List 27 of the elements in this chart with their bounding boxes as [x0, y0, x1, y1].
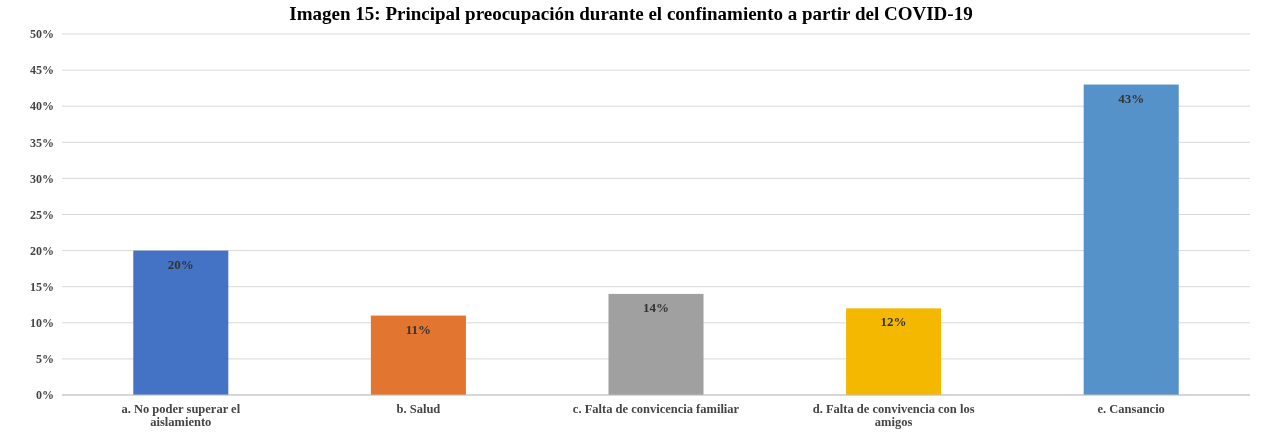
data-label: 14%: [643, 299, 669, 315]
y-tick-label: 35%: [30, 135, 54, 150]
y-tick-label: 0%: [36, 388, 54, 403]
bar: [370, 315, 466, 395]
chart-title: Imagen 15: Principal preocupación durante el confinamiento a partir del COVID-19: [289, 3, 973, 24]
y-tick-label: 45%: [30, 63, 54, 78]
y-tick-label: 20%: [30, 243, 54, 258]
bar: [608, 293, 704, 395]
x-tick-label: a. No poder superar el aislamiento: [121, 402, 241, 429]
bar: [1083, 84, 1179, 395]
data-label: 11%: [405, 321, 432, 337]
y-tick-label: 5%: [36, 352, 54, 367]
data-label: 12%: [880, 314, 907, 330]
data-label: 43%: [1118, 90, 1145, 106]
bar: [133, 250, 229, 395]
bar: [846, 308, 942, 395]
y-tick-label: 15%: [30, 279, 54, 294]
y-tick-label: 30%: [30, 171, 54, 186]
x-tick-label: c. Falta de convicencia familiar: [572, 402, 740, 416]
x-tick-label: b. Salud: [396, 402, 441, 416]
x-tick-label: d. Falta de convivencia con los amigos: [812, 402, 975, 429]
y-tick-label: 25%: [30, 207, 54, 222]
x-tick-label: e. Cansancio: [1097, 402, 1165, 416]
y-tick-label: 40%: [30, 99, 54, 114]
y-tick-label: 50%: [30, 27, 54, 42]
y-tick-label: 10%: [30, 316, 54, 330]
data-label: 20%: [167, 256, 194, 272]
